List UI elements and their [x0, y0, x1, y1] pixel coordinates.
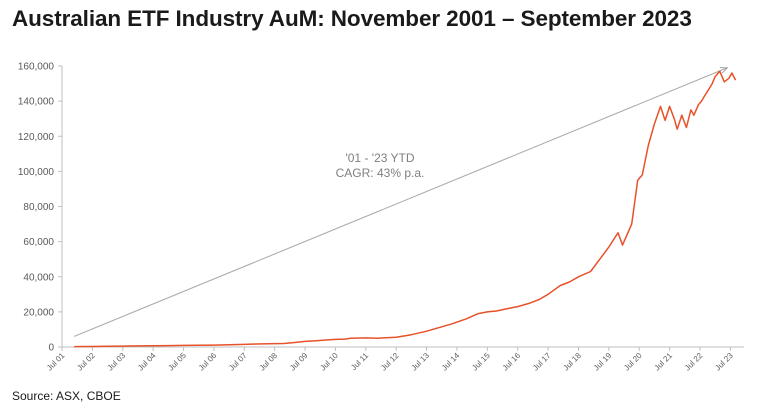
x-tick-label: Jul 08	[258, 351, 280, 373]
x-tick-label: Jul 13	[410, 351, 432, 373]
series-layer	[74, 70, 737, 348]
x-tick-label: Jul 11	[349, 351, 370, 372]
x-tick-label: Jul 03	[106, 351, 128, 373]
x-tick-label: Jul 01	[45, 351, 67, 373]
x-tick-label: Jul 12	[379, 351, 401, 373]
y-tick-label: 140,000	[18, 97, 55, 108]
cagr-trend-arrow	[73, 68, 727, 337]
axes-layer: 0 20,000 40,000 60,000 80,000 100,000 120,000 1…	[18, 62, 744, 373]
y-tick-label: 100,000	[18, 167, 55, 178]
aum-series-line	[74, 70, 737, 348]
annotation-period: '01 - '23 YTD	[345, 151, 414, 165]
x-tick-label: Jul 21	[653, 351, 675, 373]
y-tick-label: 20,000	[23, 307, 54, 318]
y-tick-label: 40,000	[23, 272, 54, 283]
x-tick-label: Jul 17	[531, 351, 553, 373]
x-tick-label: Jul 10	[318, 351, 340, 373]
y-tick-label: 120,000	[18, 132, 55, 143]
x-tick-label: Jul 02	[75, 351, 97, 373]
x-tick-label: Jul 15	[470, 351, 492, 373]
y-tick-label: 0	[48, 343, 54, 354]
x-tick-label: Jul 18	[561, 351, 583, 373]
x-tick-label: Jul 19	[592, 351, 614, 373]
x-tick-label: Jul 22	[683, 351, 705, 373]
trend-arrow-layer	[73, 68, 727, 337]
annotation-cagr: CAGR: 43% p.a.	[336, 166, 425, 180]
y-tick-label: 160,000	[18, 62, 55, 73]
y-tick-label: 60,000	[23, 237, 54, 248]
x-tick-label: Jul 06	[197, 351, 219, 373]
y-tick-label: 80,000	[23, 202, 54, 213]
x-tick-label: Jul 14	[440, 351, 462, 373]
x-tick-label: Jul 23	[713, 351, 735, 373]
x-tick-label: Jul 04	[136, 351, 158, 373]
x-tick-label: Jul 05	[166, 351, 188, 373]
x-tick-label: Jul 20	[622, 351, 644, 373]
x-tick-label: Jul 09	[288, 351, 310, 373]
chart-title: Australian ETF Industry AuM: November 20…	[12, 6, 692, 31]
x-tick-label: Jul 16	[501, 351, 523, 373]
x-tick-label: Jul 07	[227, 351, 249, 373]
source-note: Source: ASX, CBOE	[12, 389, 121, 403]
